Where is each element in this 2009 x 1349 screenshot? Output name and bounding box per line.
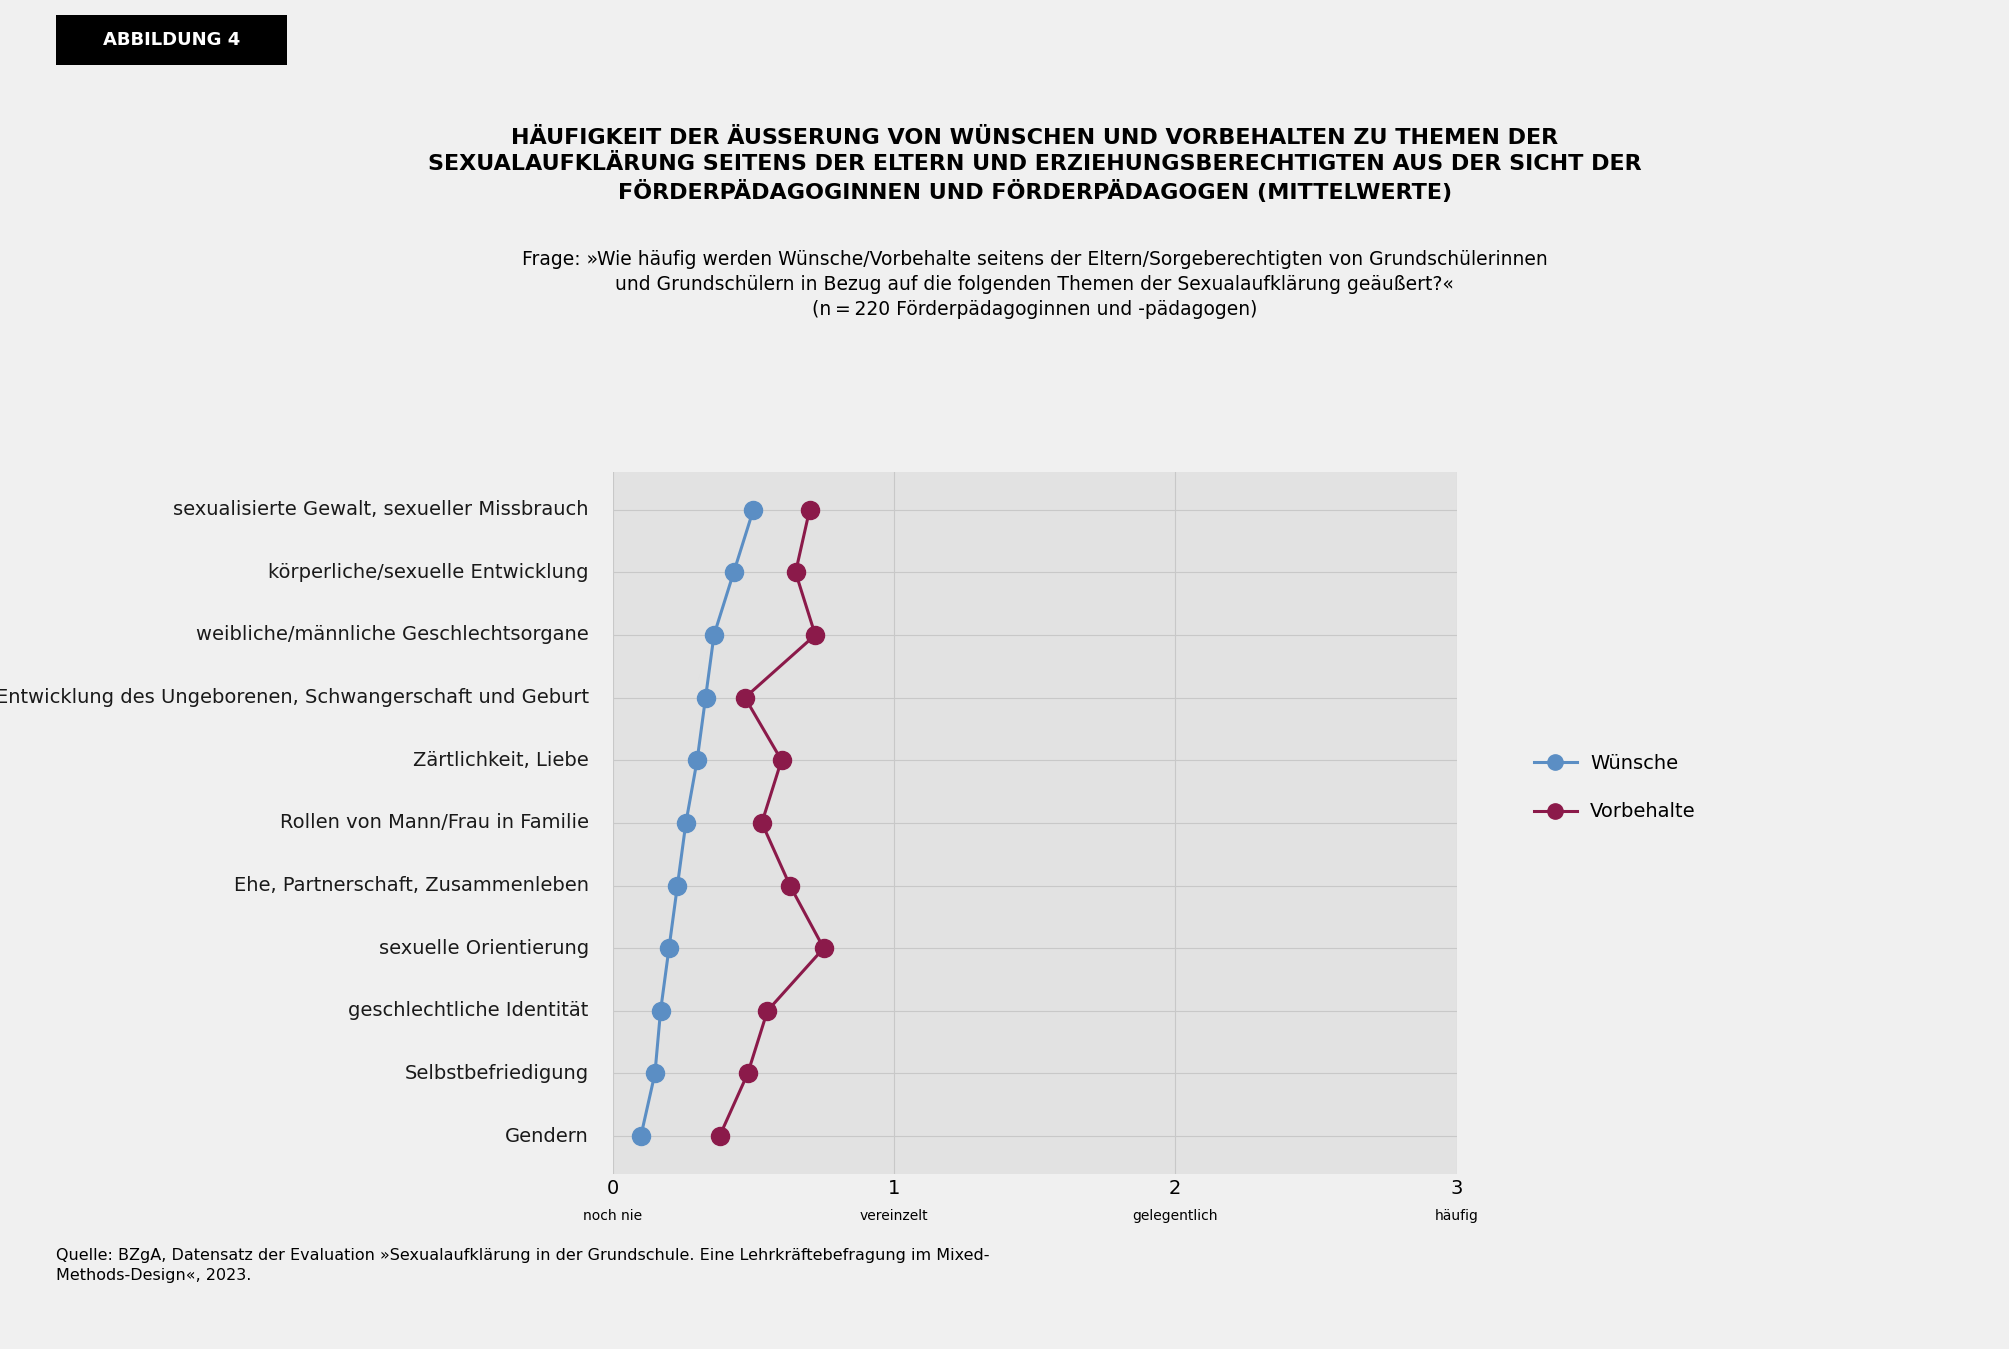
Text: weibliche/männliche Geschlechtsorgane: weibliche/männliche Geschlechtsorgane [197,626,589,645]
Text: körperliche/sexuelle Entwicklung: körperliche/sexuelle Entwicklung [267,563,589,581]
Text: Zärtlichkeit, Liebe: Zärtlichkeit, Liebe [414,751,589,770]
Text: sexuelle Orientierung: sexuelle Orientierung [378,939,589,958]
Text: Frage: »Wie häufig werden Wünsche/Vorbehalte seitens der Eltern/Sorgeberechtigte: Frage: »Wie häufig werden Wünsche/Vorbeh… [522,250,1547,318]
Text: Gendern: Gendern [504,1126,589,1145]
Text: Quelle: BZgA, Datensatz der Evaluation »Sexualaufklärung in der Grundschule. Ein: Quelle: BZgA, Datensatz der Evaluation »… [56,1248,990,1283]
Text: HÄUFIGKEIT DER ÄUSSERUNG VON WÜNSCHEN UND VORBEHALTEN ZU THEMEN DER
SEXUALAUFKLÄ: HÄUFIGKEIT DER ÄUSSERUNG VON WÜNSCHEN UN… [428,128,1641,204]
Text: Selbstbefriedigung: Selbstbefriedigung [404,1064,589,1083]
Text: Entwicklung des Ungeborenen, Schwangerschaft und Geburt: Entwicklung des Ungeborenen, Schwangersc… [0,688,589,707]
Text: ABBILDUNG 4: ABBILDUNG 4 [102,31,241,49]
Text: geschlechtliche Identität: geschlechtliche Identität [348,1001,589,1020]
Text: Rollen von Mann/Frau in Familie: Rollen von Mann/Frau in Familie [279,813,589,832]
Text: sexualisierte Gewalt, sexueller Missbrauch: sexualisierte Gewalt, sexueller Missbrau… [173,500,589,519]
Legend: Wünsche, Vorbehalte: Wünsche, Vorbehalte [1533,754,1696,822]
Text: Ehe, Partnerschaft, Zusammenleben: Ehe, Partnerschaft, Zusammenleben [233,876,589,894]
